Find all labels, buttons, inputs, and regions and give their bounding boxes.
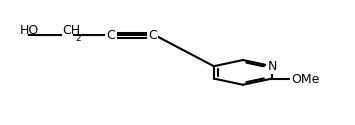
Text: HO: HO [20, 24, 39, 37]
Text: OMe: OMe [291, 73, 320, 86]
Text: C: C [106, 29, 115, 42]
Text: C: C [148, 29, 157, 42]
Text: 2: 2 [75, 34, 81, 43]
Text: N: N [267, 60, 277, 73]
Text: CH: CH [62, 24, 81, 37]
